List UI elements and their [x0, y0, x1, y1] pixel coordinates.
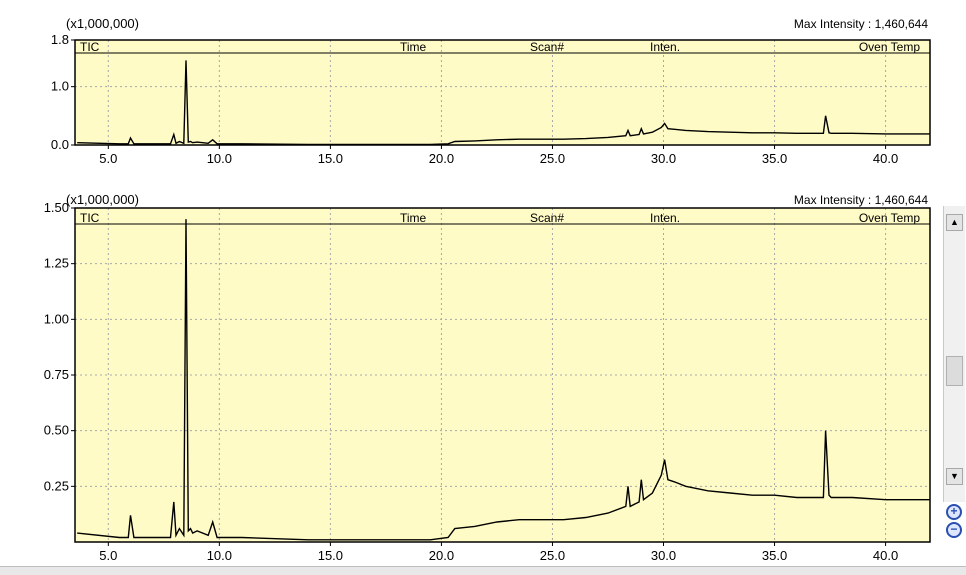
- intensity-multiplier: (x1,000,000): [66, 192, 139, 207]
- x-tick-label: 25.0: [540, 548, 565, 563]
- scroll-up-icon[interactable]: ▲: [946, 214, 963, 231]
- y-tick-label: 0.0: [51, 137, 69, 152]
- x-tick-label: 25.0: [540, 151, 565, 166]
- max-intensity-label: Max Intensity : 1,460,644: [794, 17, 928, 31]
- x-tick-label: 20.0: [429, 548, 454, 563]
- x-tick-label: 15.0: [318, 548, 343, 563]
- y-tick-label: 1.0: [51, 79, 69, 94]
- zoom-in-icon[interactable]: +: [946, 504, 962, 520]
- x-tick-label: 15.0: [318, 151, 343, 166]
- header-label-time: Time: [400, 211, 427, 225]
- plot-area: [75, 40, 930, 145]
- y-tick-label: 0.50: [44, 423, 69, 438]
- x-tick-label: 20.0: [429, 151, 454, 166]
- plot-area: [75, 208, 930, 542]
- intensity-multiplier: (x1,000,000): [66, 16, 139, 31]
- scrollbar-thumb[interactable]: [946, 356, 963, 386]
- x-tick-label: 30.0: [651, 151, 676, 166]
- tic-trace: [77, 60, 930, 146]
- header-label-time: Time: [400, 40, 427, 54]
- y-tick-label: 1.25: [44, 256, 69, 271]
- header-label-scan: Scan#: [530, 211, 564, 225]
- y-tick-label: 1.8: [51, 32, 69, 47]
- status-bar: [0, 566, 966, 575]
- zoom-out-icon[interactable]: −: [946, 522, 962, 538]
- header-label-inten: Inten.: [650, 40, 680, 54]
- y-tick-label: 1.00: [44, 311, 69, 326]
- header-label-oventemp: Oven Temp: [859, 211, 920, 225]
- tic-trace: [77, 219, 930, 541]
- x-tick-label: 35.0: [762, 151, 787, 166]
- chromatogram-figure: 5.0 10.0 15.0 20.0 25.0 30.0 35.0 40.0 0.0 1.0 1.8…: [44, 16, 931, 563]
- x-tick-label: 10.0: [207, 151, 232, 166]
- header-label-tic: TIC: [80, 40, 100, 54]
- plot-border: [74, 39, 931, 146]
- x-tick-label: 40.0: [873, 548, 898, 563]
- y-tick-label: 0.75: [44, 367, 69, 382]
- x-tick-label: 40.0: [873, 151, 898, 166]
- x-tick-label: 10.0: [207, 548, 232, 563]
- x-tick-label: 5.0: [99, 151, 117, 166]
- header-label-oventemp: Oven Temp: [859, 40, 920, 54]
- y-tick-label: 0.25: [44, 478, 69, 493]
- header-label-inten: Inten.: [650, 211, 680, 225]
- vertical-scrollbar[interactable]: ▲ ▼: [943, 206, 965, 502]
- x-tick-label: 30.0: [651, 548, 676, 563]
- header-label-scan: Scan#: [530, 40, 564, 54]
- x-tick-label: 5.0: [99, 548, 117, 563]
- scroll-down-icon[interactable]: ▼: [946, 468, 963, 485]
- x-tick-label: 35.0: [762, 548, 787, 563]
- y-tick-label: 1.50: [44, 200, 69, 215]
- max-intensity-label: Max Intensity : 1,460,644: [794, 193, 928, 207]
- header-label-tic: TIC: [80, 211, 100, 225]
